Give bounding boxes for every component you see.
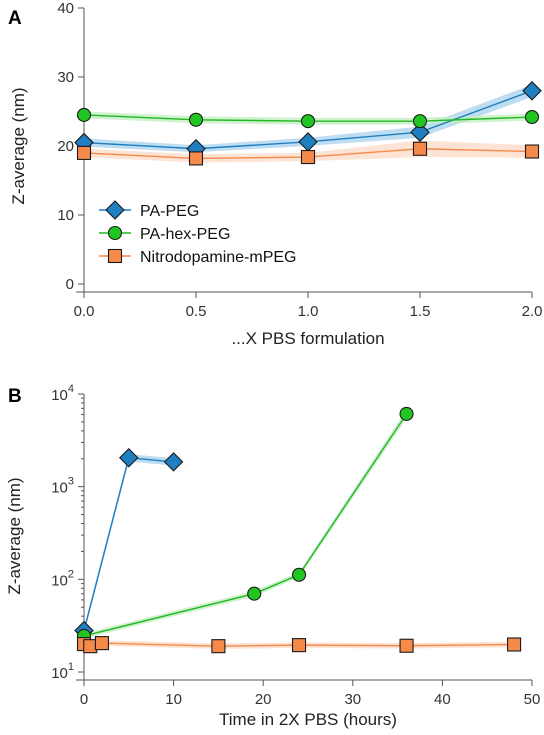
panel-a-axes: 0.0 0.5 1.0 1.5 2.0 0 10 20 30 40 [57,0,542,320]
legend-marker-pa-hex-peg [107,225,123,241]
panel-a-point-pa-hex-peg [76,107,92,122]
panel-a-point-nitrodopamine-mpeg [300,149,316,165]
panel-b-y-tick-label: 103 [51,476,74,497]
y-tick-exponent: 2 [68,568,74,580]
panel-a-x-tick-label: 2.0 [522,303,543,320]
panel-b-point-nitrodopamine-mpeg [291,638,307,653]
panel-b-markers [74,406,522,654]
panel-b-point-nitrodopamine-mpeg [507,637,522,652]
panel-b-point-nitrodopamine-mpeg [399,638,414,653]
panel-b-point-pa-hex-peg [247,586,262,601]
y-tick-exponent: 1 [68,661,74,673]
panel-a-x-axis-title: ...X PBS formulation [231,329,384,348]
panel-a-y-tick-label: 20 [57,138,74,155]
panel-a-label: A [8,8,22,29]
panel-a-x-tick-label: 1.0 [298,303,319,320]
panel-a-point-nitrodopamine-mpeg [188,151,204,166]
panel-b-point-nitrodopamine-mpeg [94,636,109,651]
panel-a-x-tick-label: 0.5 [186,303,207,320]
panel-a-y-tick-label: 10 [57,207,74,224]
panel-b-point-pa-hex-peg [399,406,414,421]
y-tick-base: 10 [51,572,68,589]
panel-a-x-tick-label: 1.5 [410,303,431,320]
panel-a-legend: PA-PEG PA-hex-PEG Nitrodopamine-mPEG [99,200,297,266]
panel-a-x-tick-label: 0.0 [74,303,95,320]
legend-marker-nitrodopamine-mpeg [107,248,123,264]
panel-b-x-axis-title: Time in 2X PBS (hours) [219,710,397,729]
panel-a-point-pa-hex-peg [300,114,316,129]
panel-b-x-tick-label: 40 [434,691,451,708]
panel-b-point-pa-peg [119,447,139,468]
panel-a-point-nitrodopamine-mpeg [76,145,92,160]
panel-a-point-nitrodopamine-mpeg [524,144,540,159]
panel-a: A Z-average (nm) ...X PBS formulation 0.… [8,0,542,348]
panel-a-point-nitrodopamine-mpeg [412,141,428,156]
panel-b-point-pa-hex-peg [291,567,307,582]
panel-a-y-tick-label: 0 [66,276,74,293]
y-tick-exponent: 4 [68,383,74,395]
y-tick-base: 10 [51,480,68,497]
panel-b-x-tick-label: 20 [255,691,272,708]
panel-a-point-pa-hex-peg [412,114,428,129]
panel-a-point-pa-peg [410,122,430,142]
panel-a-markers [74,81,542,166]
panel-b-band-pa-peg [84,454,174,635]
panel-b-line-pa-peg [83,457,174,631]
legend-label-nitrodopamine-mpeg: Nitrodopamine-mPEG [140,249,297,266]
panel-b-error-bands [84,409,515,649]
panel-b-y-tick-label: 101 [51,661,74,682]
panel-a-y-axis-title: Z-average (nm) [9,87,28,204]
panel-b-y-tick-label: 104 [51,383,74,404]
panel-b-x-tick-label: 50 [524,691,541,708]
y-tick-base: 10 [51,387,68,404]
legend-marker-pa-peg [105,200,125,220]
panel-b-label: B [8,386,22,407]
panel-a-y-tick-label: 40 [57,0,74,17]
panel-a-point-pa-peg [522,81,542,101]
panel-b-x-tick-label: 0 [80,691,88,708]
y-tick-base: 10 [51,665,68,682]
panel-b-line-pa-hex-peg [83,413,408,637]
panel-b-point-nitrodopamine-mpeg [211,639,226,654]
panel-a-point-pa-hex-peg [524,109,540,125]
panel-b-x-tick-label: 30 [344,691,361,708]
panel-b-y-tick-label: 102 [51,568,74,589]
panel-b-point-pa-peg [163,452,184,472]
panel-b-point-nitrodopamine-mpeg [83,639,98,654]
panel-b-series-lines [83,413,515,647]
legend-label-pa-peg: PA-PEG [140,203,199,220]
y-tick-exponent: 3 [68,476,74,488]
panel-a-y-tick-label: 30 [57,69,74,86]
legend-label-pa-hex-peg: PA-hex-PEG [140,226,230,243]
panel-a-point-pa-hex-peg [188,112,204,127]
panel-b-band-pa-hex-peg [84,409,407,639]
panel-a-point-pa-peg [298,132,318,152]
panel-b: B Z-average (nm) Time in 2X PBS (hours) … [5,383,540,729]
panel-b-x-tick-label: 10 [165,691,182,708]
panel-b-y-axis-title: Z-average (nm) [5,477,24,594]
